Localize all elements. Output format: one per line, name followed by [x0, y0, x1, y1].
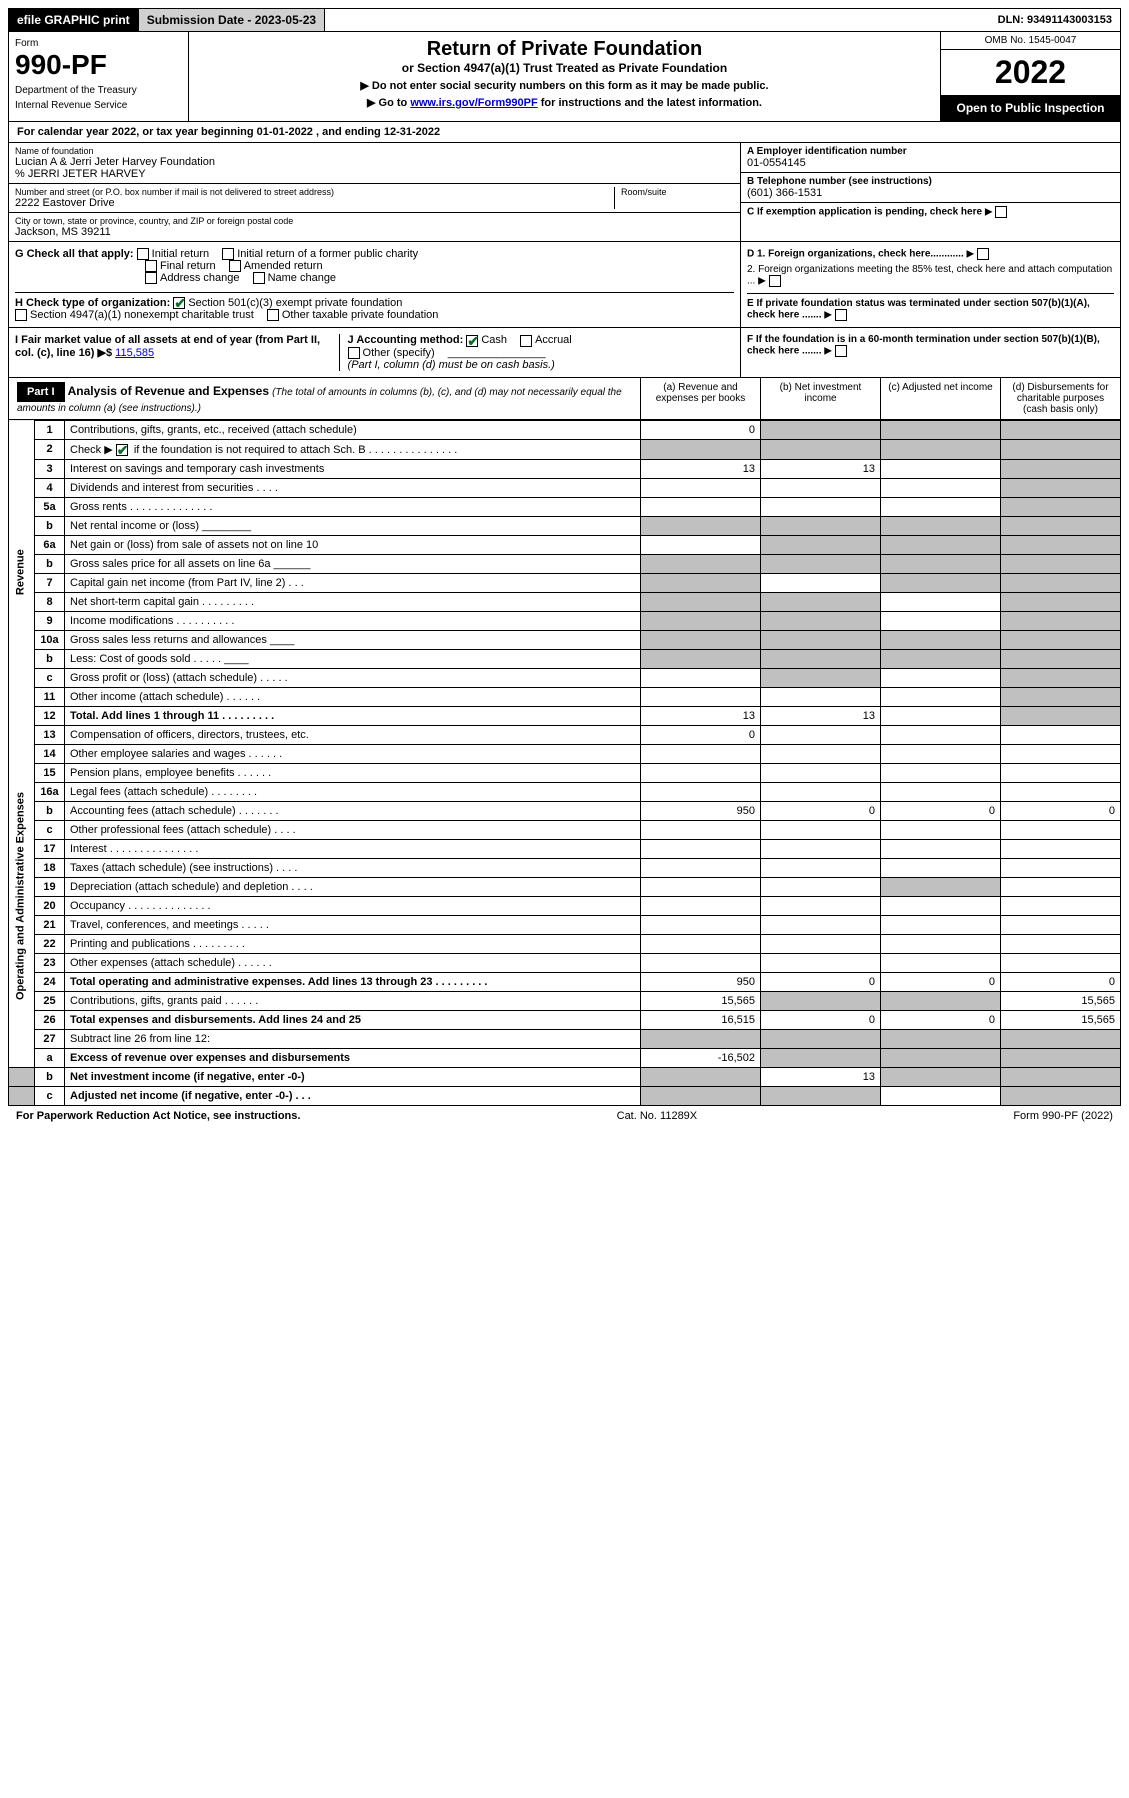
j-note: (Part I, column (d) must be on cash basi… — [348, 359, 555, 371]
footer-center: Cat. No. 11289X — [617, 1110, 698, 1122]
phone: (601) 366-1531 — [747, 187, 1114, 199]
dept-treasury: Department of the Treasury — [15, 85, 182, 96]
col-d-head: (d) Disbursements for charitable purpose… — [1000, 378, 1120, 419]
phone-label: B Telephone number (see instructions) — [747, 176, 1114, 187]
analysis-table: Revenue 1Contributions, gifts, grants, e… — [8, 420, 1121, 1106]
j-accrual-checkbox[interactable] — [520, 335, 532, 347]
revenue-section: Revenue — [9, 420, 35, 725]
form-header: Form 990-PF Department of the Treasury I… — [8, 32, 1121, 122]
d1-label: D 1. Foreign organizations, check here..… — [747, 249, 964, 260]
submission-date-button[interactable]: Submission Date - 2023-05-23 — [139, 9, 325, 31]
d2-label: 2. Foreign organizations meeting the 85%… — [747, 264, 1112, 287]
c-label: C If exemption application is pending, c… — [747, 207, 982, 218]
h-4947-checkbox[interactable] — [15, 309, 27, 321]
footer-left: For Paperwork Reduction Act Notice, see … — [16, 1110, 300, 1122]
instr-ssn: ▶ Do not enter social security numbers o… — [195, 79, 934, 92]
street-address: 2222 Eastover Drive — [15, 197, 614, 209]
h-501c3-checkbox[interactable] — [173, 297, 185, 309]
city-state-zip: Jackson, MS 39211 — [15, 226, 734, 238]
omb-number: OMB No. 1545-0047 — [941, 32, 1120, 50]
calendar-year-row: For calendar year 2022, or tax year begi… — [8, 122, 1121, 143]
j-other-checkbox[interactable] — [348, 347, 360, 359]
form-label: Form — [15, 38, 182, 49]
h-label: H Check type of organization: — [15, 297, 170, 309]
topbar: efile GRAPHIC print Submission Date - 20… — [8, 8, 1121, 32]
d2-checkbox[interactable] — [769, 275, 781, 287]
footer-right: Form 990-PF (2022) — [1013, 1110, 1113, 1122]
addr-label: Number and street (or P.O. box number if… — [15, 187, 614, 197]
fmv-value[interactable]: 115,585 — [115, 347, 154, 359]
g-address-checkbox[interactable] — [145, 272, 157, 284]
f-label: F If the foundation is in a 60-month ter… — [747, 334, 1100, 357]
col-c-head: (c) Adjusted net income — [880, 378, 1000, 419]
dln: DLN: 93491143003153 — [990, 10, 1120, 30]
i-label: I Fair market value of all assets at end… — [15, 334, 320, 359]
c-checkbox[interactable] — [995, 206, 1007, 218]
form-title: Return of Private Foundation — [195, 38, 934, 61]
name-label: Name of foundation — [15, 146, 734, 156]
g-amended-checkbox[interactable] — [229, 260, 241, 272]
care-of: % JERRI JETER HARVEY — [15, 168, 734, 180]
g-initial-checkbox[interactable] — [137, 248, 149, 260]
form-number: 990-PF — [15, 49, 182, 81]
expenses-section: Operating and Administrative Expenses — [9, 725, 35, 1067]
e-label: E If private foundation status was termi… — [747, 298, 1090, 321]
schb-checkbox[interactable] — [116, 444, 128, 456]
part1-title: Analysis of Revenue and Expenses — [68, 384, 269, 398]
page-footer: For Paperwork Reduction Act Notice, see … — [8, 1106, 1121, 1126]
irs-label: Internal Revenue Service — [15, 100, 182, 111]
city-label: City or town, state or province, country… — [15, 216, 734, 226]
instr-goto: ▶ Go to www.irs.gov/Form990PF for instru… — [195, 96, 934, 109]
j-label: J Accounting method: — [348, 334, 464, 346]
tax-year: 2022 — [941, 50, 1120, 95]
g-name-checkbox[interactable] — [253, 272, 265, 284]
entity-info: Name of foundation Lucian A & Jerri Jete… — [8, 143, 1121, 242]
foundation-name: Lucian A & Jerri Jeter Harvey Foundation — [15, 156, 734, 168]
col-a-head: (a) Revenue and expenses per books — [640, 378, 760, 419]
form-subtitle: or Section 4947(a)(1) Trust Treated as P… — [195, 61, 934, 75]
h-other-checkbox[interactable] — [267, 309, 279, 321]
efile-label: efile GRAPHIC print — [9, 9, 139, 31]
e-checkbox[interactable] — [835, 309, 847, 321]
room-label: Room/suite — [621, 187, 734, 197]
col-b-head: (b) Net investment income — [760, 378, 880, 419]
open-public: Open to Public Inspection — [941, 95, 1120, 121]
j-cash-checkbox[interactable] — [466, 335, 478, 347]
ein: 01-0554145 — [747, 157, 1114, 169]
g-initial-former-checkbox[interactable] — [222, 248, 234, 260]
d1-checkbox[interactable] — [977, 248, 989, 260]
ein-label: A Employer identification number — [747, 146, 1114, 157]
irs-link[interactable]: www.irs.gov/Form990PF — [410, 97, 537, 109]
f-checkbox[interactable] — [835, 345, 847, 357]
g-label: G Check all that apply: — [15, 248, 134, 260]
g-final-checkbox[interactable] — [145, 260, 157, 272]
part1-badge: Part I — [17, 382, 65, 402]
